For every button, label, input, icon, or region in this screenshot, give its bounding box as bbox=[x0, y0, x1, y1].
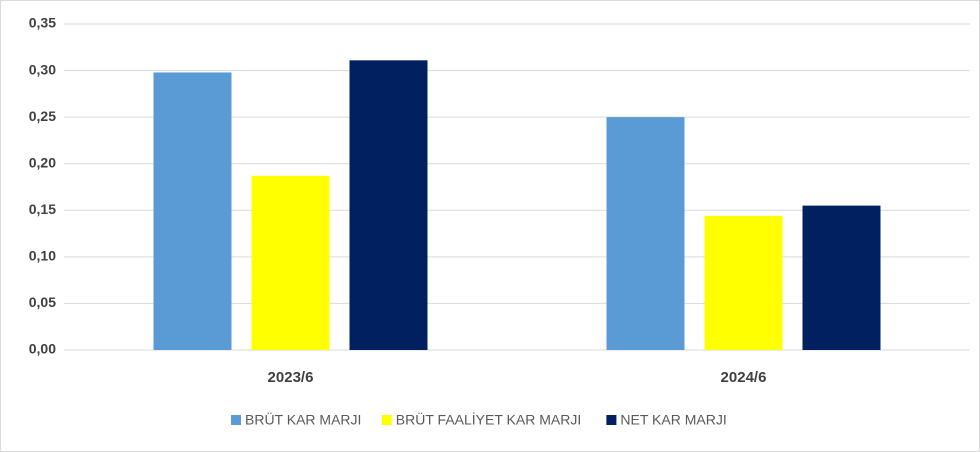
legend-swatch bbox=[606, 415, 617, 425]
y-tick-label: 0,00 bbox=[29, 341, 56, 357]
y-tick-label: 0,25 bbox=[29, 108, 56, 124]
y-tick-label: 0,15 bbox=[29, 201, 56, 217]
bar bbox=[802, 205, 881, 350]
bar bbox=[349, 60, 428, 350]
x-tick-label: 2024/6 bbox=[721, 369, 767, 386]
legend-label: NET KAR MARJI bbox=[620, 412, 726, 428]
y-tick-label: 0,30 bbox=[29, 61, 56, 77]
bar bbox=[704, 215, 783, 350]
legend-label: BRÜT FAALİYET KAR MARJI bbox=[396, 411, 581, 428]
bar bbox=[251, 175, 330, 350]
y-tick-label: 0,35 bbox=[29, 15, 56, 31]
y-tick-label: 0,05 bbox=[29, 294, 56, 310]
legend-swatch bbox=[231, 415, 241, 425]
legend-label: BRÜT KAR MARJI bbox=[245, 411, 361, 428]
legend-swatch bbox=[381, 415, 392, 425]
x-tick-label: 2023/6 bbox=[268, 369, 314, 386]
y-tick-label: 0,20 bbox=[29, 154, 56, 170]
bar bbox=[606, 117, 685, 351]
y-tick-label: 0,10 bbox=[29, 248, 56, 264]
bar bbox=[153, 72, 232, 350]
